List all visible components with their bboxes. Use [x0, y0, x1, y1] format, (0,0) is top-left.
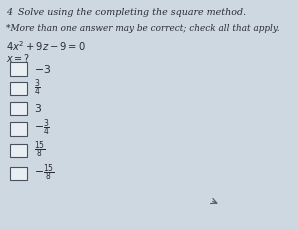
Text: $4x^2 + 9z - 9 = 0$: $4x^2 + 9z - 9 = 0$ [6, 39, 86, 53]
Text: $x = ?$: $x = ?$ [6, 52, 30, 64]
Text: $\frac{15}{8}$: $\frac{15}{8}$ [34, 139, 46, 161]
Text: $-\frac{15}{8}$: $-\frac{15}{8}$ [34, 162, 55, 183]
Bar [10, 123, 27, 136]
Bar [10, 167, 27, 181]
Text: $\frac{3}{4}$: $\frac{3}{4}$ [34, 78, 41, 99]
Bar [10, 144, 27, 158]
Text: $-3$: $-3$ [34, 63, 51, 75]
Bar [10, 102, 27, 115]
Bar [10, 63, 27, 76]
Text: 4  Solve using the completing the square method.: 4 Solve using the completing the square … [6, 8, 246, 17]
Text: *More than one answer may be correct; check all that apply.: *More than one answer may be correct; ch… [6, 24, 280, 33]
Text: $-\frac{3}{4}$: $-\frac{3}{4}$ [34, 118, 50, 139]
Bar [10, 83, 27, 96]
Text: $3$: $3$ [34, 102, 42, 114]
